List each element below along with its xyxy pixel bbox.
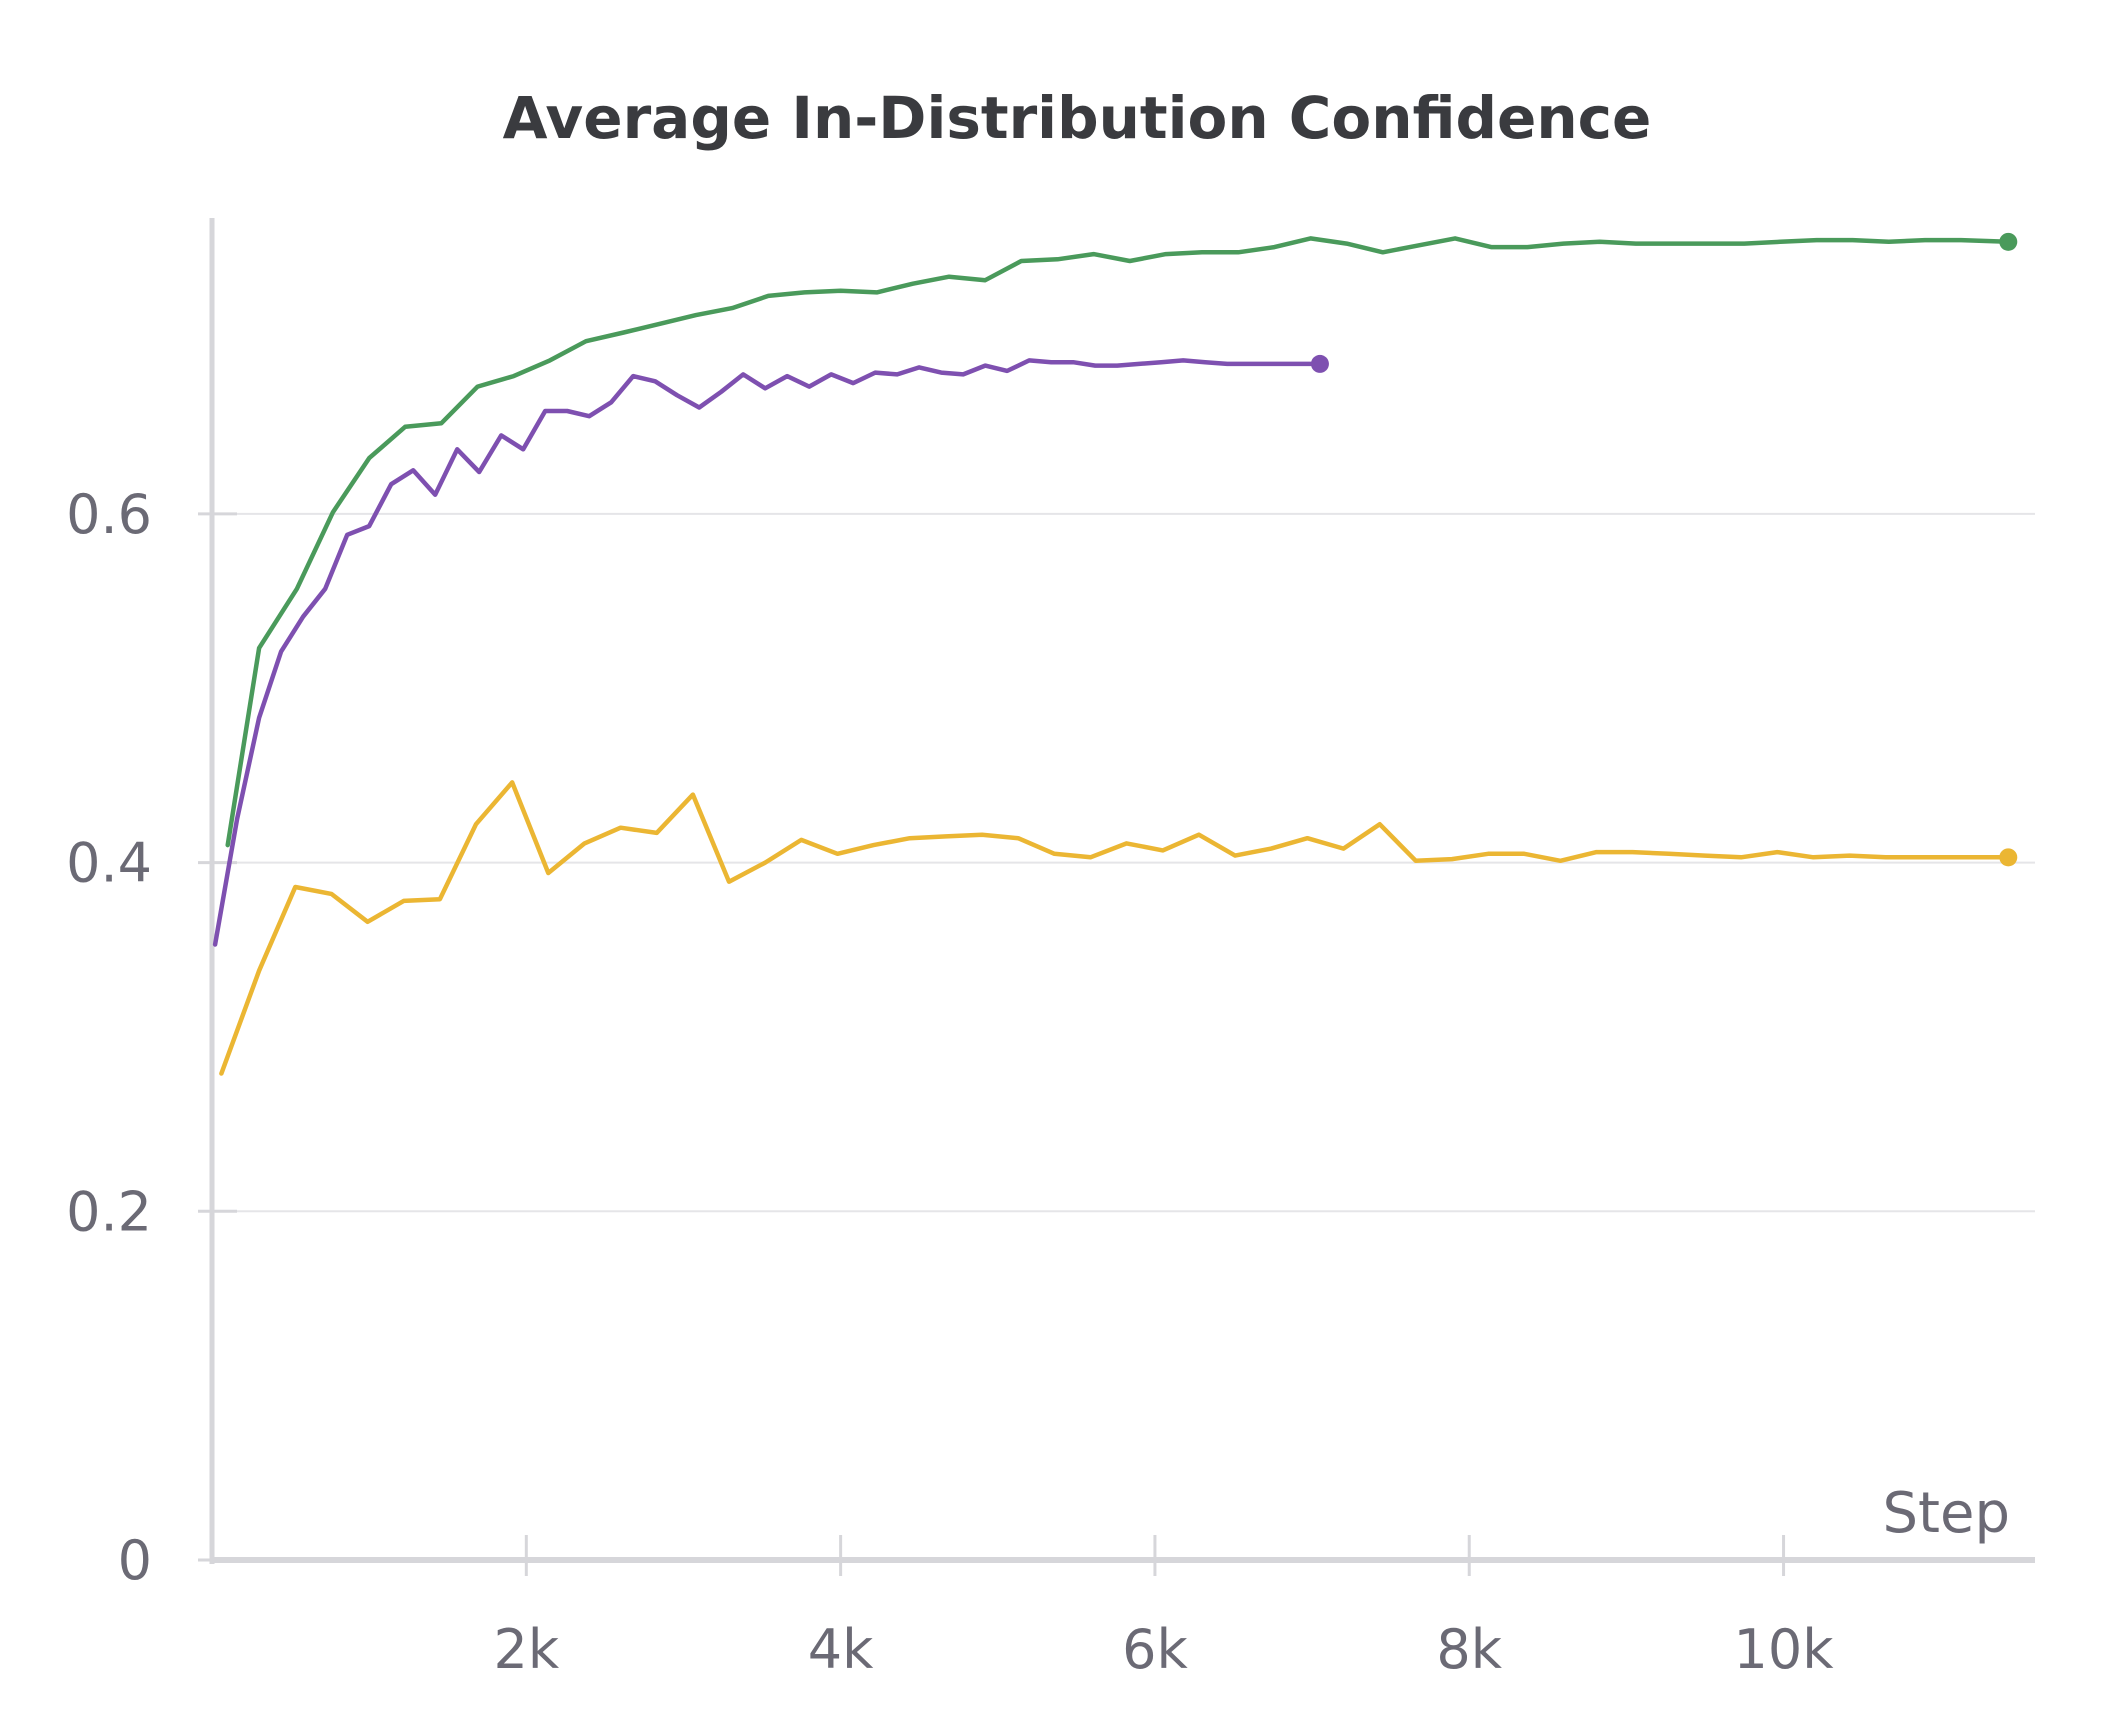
x-tick-label: 6k <box>1122 1618 1188 1681</box>
y-tick-label: 0.4 <box>66 832 152 895</box>
y-tick-label: 0 <box>118 1529 152 1592</box>
series-end-marker-2 <box>1999 848 2018 867</box>
tick-labels: 0 0.2 0.4 0.6 2k 4k 6k 8k 10k <box>66 483 1834 1681</box>
x-axis-label: Step <box>1882 1481 2010 1546</box>
series-lines <box>212 232 2018 1076</box>
series-line-2 <box>219 780 2011 1076</box>
x-tick-label: 8k <box>1436 1618 1502 1681</box>
axes <box>198 218 2035 1576</box>
series-end-marker-0 <box>1999 232 2018 251</box>
chart-title: Average In-Distribution Confidence <box>503 84 1652 152</box>
y-tick-label: 0.6 <box>66 483 152 546</box>
series-end-marker-1 <box>1310 354 1329 373</box>
series-line-1 <box>212 358 1323 947</box>
series-line-0 <box>225 236 2011 848</box>
x-tick-label: 4k <box>808 1618 874 1681</box>
grid-lines <box>212 512 2035 1213</box>
y-tick-label: 0.2 <box>66 1180 152 1243</box>
x-tick-label: 10k <box>1734 1618 1835 1681</box>
x-tick-label: 2k <box>493 1618 559 1681</box>
